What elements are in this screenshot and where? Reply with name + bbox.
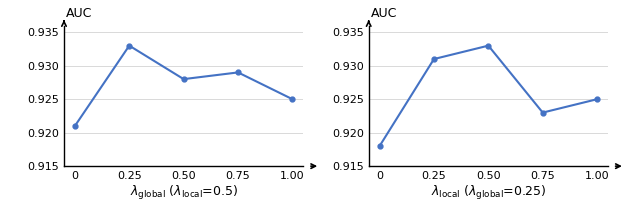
Text: AUC: AUC bbox=[371, 7, 397, 20]
X-axis label: $\lambda_{\mathrm{global}}$ ($\lambda_{\mathrm{local}}$=0.5): $\lambda_{\mathrm{global}}$ ($\lambda_{\… bbox=[129, 184, 237, 202]
X-axis label: $\lambda_{\mathrm{local}}$ ($\lambda_{\mathrm{global}}$=0.25): $\lambda_{\mathrm{local}}$ ($\lambda_{\m… bbox=[431, 184, 546, 202]
Text: AUC: AUC bbox=[67, 7, 93, 20]
